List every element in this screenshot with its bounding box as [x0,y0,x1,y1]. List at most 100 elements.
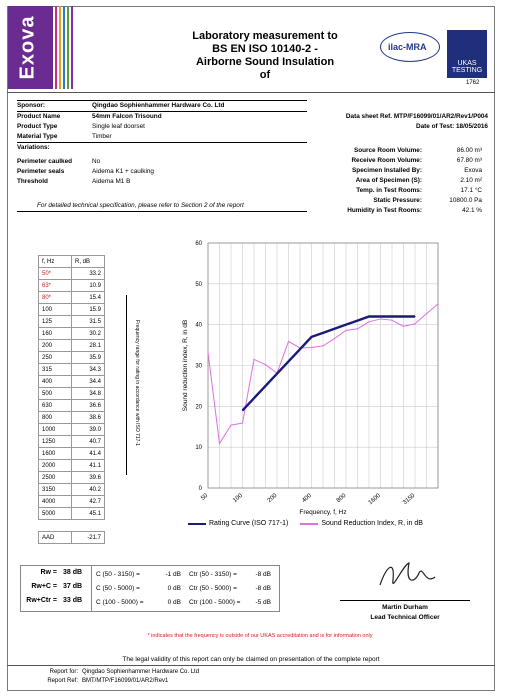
r-cell: 34.4 [71,375,105,388]
freq-cell: 125 [38,315,72,328]
freq-cell: 500 [38,387,72,400]
r-cell: 40.2 [71,483,105,496]
rating-curve-point [310,336,313,338]
rating-curve-point [402,315,405,318]
r-cell: 41.4 [71,447,105,460]
y-axis-label: Sound reduction index, R, in dB [182,320,189,411]
r-cell: 41.1 [71,459,105,472]
freq-cell: 63* [38,279,72,292]
datasheet-info: Data sheet Ref. MTP/F16099/01/AR2/Rev1/P… [345,113,488,130]
r-cell: 30.2 [71,327,105,340]
rating-curve-swatch [188,522,206,525]
freq-row: 630 36.6 [38,399,105,412]
rating-range-note: Frequency range for rating in accordance… [134,320,140,446]
freq-cell: 200 [38,339,72,352]
y-tick-label: 0 [199,486,203,492]
rating-curve-line [241,315,415,412]
sri-point [356,328,359,330]
sri-point [391,319,393,321]
legend-sri: Sound Reduction Index, R, in dB [321,520,423,527]
freq-row: 400 34.4 [38,375,105,388]
r-cell: 15.4 [71,291,105,304]
freq-row: 100 15.9 [38,303,105,316]
signature-image [379,562,436,586]
sri-point [241,422,244,424]
sri-point [264,364,267,366]
rating-curve-point [253,397,255,399]
freq-cell: 315 [38,363,72,376]
rating-range-bracket [126,295,127,475]
rating-curve-point [414,315,416,318]
freq-cell: 5000 [38,507,72,520]
freq-cell: 400 [38,375,72,388]
sri-point [379,318,382,320]
aad-row: AAD -21.7 [38,531,105,544]
freq-row: 1250 40.7 [38,435,105,448]
rating-curve-point [391,315,393,318]
page-frame [7,6,495,691]
r-cell: 45.1 [71,507,105,520]
r-cell: 42.7 [71,495,105,508]
single-number-ratings: Rw = 38 dB Rw+C = 37 dB Rw+Ctr = 33 dB [21,566,92,611]
chart-legend: Rating Curve (ISO 717-1) Sound Reduction… [188,520,423,527]
rating-curve-point [299,348,301,350]
rating-curve-point [379,315,382,318]
rating-curve-point [368,315,370,318]
aad-value: -21.7 [71,531,105,544]
rating-curve-point [287,360,290,363]
r-cell: 31.5 [71,315,105,328]
freq-row: 1600 41.4 [38,447,105,460]
freq-cell: 1000 [38,423,72,436]
ilac-mra-logo: ilac-MRA [380,30,442,70]
freq-header: f, Hz [38,255,72,268]
adaptation-terms: C (50 - 3150) = -1 dB Ctr (50 - 3150) = -8 … [96,571,271,606]
freq-cell: 100 [38,303,72,316]
rating-curve-point [322,332,324,334]
freq-cell: 50* [38,267,72,280]
freq-row: 1000 39.0 [38,423,105,436]
rating-curve-point [276,373,278,375]
sri-point [425,313,428,315]
r-cell: 33.2 [71,267,105,280]
sri-point [207,351,209,354]
r-cell: 34.8 [71,387,105,400]
rating-curve-point [345,324,347,326]
freq-row: 4000 42.7 [38,495,105,508]
freq-row: 63* 10.9 [38,279,105,292]
freq-row: 125 31.5 [38,315,105,328]
r-cell: 34.3 [71,363,105,376]
sri-point [345,329,347,331]
freq-row: 500 34.8 [38,387,105,400]
rating-curve-point [241,409,244,412]
ukas-number: 1762 [466,80,480,86]
legend-rating-curve: Rating Curve (ISO 717-1) [209,520,289,527]
freq-row: 200 28.1 [38,339,105,352]
y-tick-label: 40 [195,323,202,329]
sri-point [333,337,336,340]
sri-point [414,323,416,325]
sri-point [218,442,221,445]
r-header: R, dB [71,255,105,268]
r-cell: 35.9 [71,351,105,364]
freq-cell: 160 [38,327,72,340]
x-tick-label: 400 [301,493,313,504]
sri-point [310,346,313,349]
ukas-logo: UKAS TESTING [447,30,487,78]
header-divider [7,92,495,93]
x-axis-label: Frequency, f, Hz [299,509,346,516]
r-cell: 28.1 [71,339,105,352]
x-tick-label: 200 [267,493,279,504]
r-cell: 15.9 [71,303,105,316]
freq-cell: 800 [38,411,72,424]
exova-logo: Exova [8,6,53,89]
freq-row: 3150 40.2 [38,483,105,496]
sponsor-block: Sponsor: Qingdao Sophienhammer Hardware C… [17,100,307,212]
frequency-table: f, Hz R, dB 50* 33.2 63* 10.9 80* 15.4 100 15.9 1… [38,255,105,544]
sri-point [253,358,255,360]
sri-point [368,321,370,323]
sri-point [402,325,405,327]
y-tick-label: 50 [195,282,202,288]
freq-cell: 1250 [38,435,72,448]
freq-row: 80* 15.4 [38,291,105,304]
y-tick-label: 60 [195,241,202,247]
